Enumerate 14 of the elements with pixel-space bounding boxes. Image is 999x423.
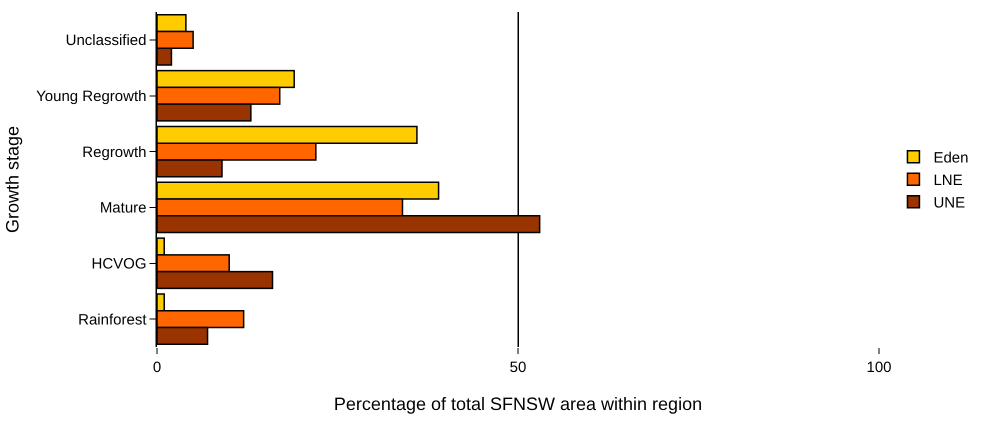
y-axis-title: Growth stage xyxy=(2,126,23,234)
legend-label: UNE xyxy=(933,194,966,212)
legend-label: Eden xyxy=(933,150,968,167)
y-tick-label: Mature xyxy=(100,200,146,217)
y-tick-label: HCVOG xyxy=(91,256,146,272)
y-tick-label: Young Regrowth xyxy=(36,88,146,105)
y-tick-label: Unclassified xyxy=(66,32,146,50)
x-tick-label: 50 xyxy=(510,359,526,376)
y-tick-label: Regrowth xyxy=(82,144,146,161)
x-tick-label: 100 xyxy=(866,359,892,376)
legend-label: LNE xyxy=(933,172,963,190)
x-axis-title: Percentage of total SFNSW area within region xyxy=(334,394,702,414)
x-tick-label: 0 xyxy=(152,359,162,376)
y-tick-label: Rainforest xyxy=(78,311,148,328)
